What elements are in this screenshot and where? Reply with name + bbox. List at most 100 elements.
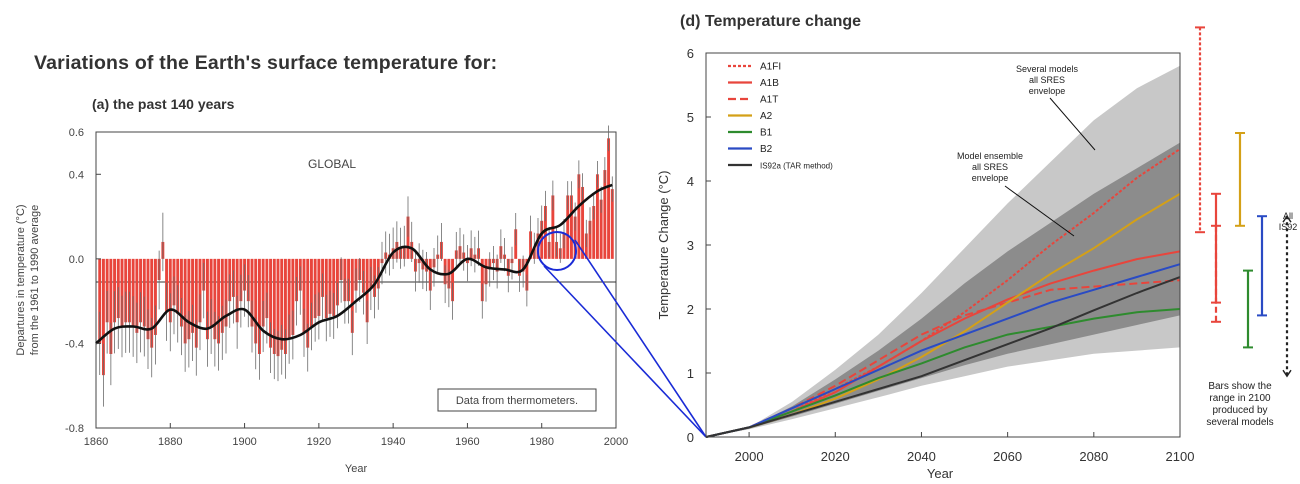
chart-a-xticks: 1860 1880 1900 1920 1940 1960 1980 2000 (84, 423, 628, 448)
chart-a-bar (109, 258, 113, 354)
highlight-circle (537, 231, 577, 271)
chart-a-xtick-label: 1880 (158, 436, 182, 448)
chart-a-bar (187, 258, 191, 340)
chart-a-bar (543, 206, 547, 259)
chart-d-note-ensemble-2: all SRES (972, 162, 1008, 172)
chart-d-xtick-label: 2000 (735, 449, 764, 464)
chart-a-bar (220, 258, 224, 333)
chart-a-xtick-label: 1920 (307, 436, 331, 448)
chart-a-source-box (437, 388, 597, 412)
chart-d-ytick-label: 0 (687, 430, 694, 445)
chart-a-bar (183, 258, 187, 344)
chart-a-bar (105, 258, 109, 323)
chart-a-xtick-label: 2000 (604, 436, 628, 448)
chart-a-xtick-label: 1960 (455, 436, 479, 448)
chart-d-legend-label: B2 (760, 144, 773, 155)
chart-a-bar (265, 258, 269, 319)
chart-a-bar (451, 258, 455, 302)
chart-a-ytick-label: 0.0 (69, 254, 84, 266)
chart-d-note-several-arrow (1049, 97, 1096, 151)
page-title: Variations of the Earth's surface temper… (34, 52, 498, 74)
chart-a-bar (302, 258, 306, 333)
chart-d-note-several-2: all SRES (1029, 75, 1065, 85)
chart-d-legend-label: A2 (760, 111, 773, 122)
chart-d-xlabel: Year (927, 466, 954, 481)
chart-d-legend-label: A1T (760, 95, 778, 106)
chart-a-bar (332, 258, 336, 316)
chart-a-bar (287, 258, 291, 340)
chart-a-bar (179, 258, 183, 327)
chart-d-xtick-label: 2020 (821, 449, 850, 464)
chart-a-bar (569, 195, 573, 259)
chart-a-bar (313, 258, 317, 319)
chart-a-title: (a) the past 140 years (92, 96, 235, 112)
chart-a-ytick-label: -0.4 (65, 338, 84, 350)
chart-a-bar (324, 258, 328, 319)
chart-a-bar (135, 258, 139, 333)
chart-a-bar (254, 258, 258, 344)
chart-a-bar (198, 258, 202, 323)
chart-d-xtick-label: 2100 (1166, 449, 1195, 464)
chart-a-ytick-label: 0.4 (69, 169, 84, 181)
chart-a-bar (595, 174, 599, 259)
chart-a-bar (306, 258, 310, 348)
chart-d-note-ensemble-3: envelope (972, 173, 1009, 183)
chart-d-series-line (705, 276, 1181, 438)
chart-d-ytick-label: 4 (687, 174, 694, 189)
chart-a-bar (194, 258, 198, 348)
chart-d-xtick-label: 2060 (993, 449, 1022, 464)
chart-d-series-line (705, 308, 1181, 438)
chart-a-region-label: GLOBAL (308, 157, 356, 171)
chart-a-bar (309, 258, 313, 327)
chart-a-bar (101, 258, 105, 376)
chart-a-bar (150, 258, 154, 348)
chart-a-ylabel-line2: from the 1961 to 1990 average (29, 205, 41, 355)
chart-a-bar (127, 258, 131, 323)
chart-a-bar (224, 258, 228, 327)
chart-a-bar (113, 258, 117, 323)
chart-a-bars (98, 138, 614, 376)
chart-d-range-arrowhead (1282, 369, 1292, 378)
chart-a-bar (588, 220, 592, 259)
chart-a-bar (217, 258, 221, 344)
chart-a-xtick-label: 1980 (529, 436, 553, 448)
connector-line-upper (574, 239, 707, 438)
chart-a-bar (139, 258, 143, 323)
chart-d-note-all-is92-2: IS92 (1279, 222, 1298, 232)
chart-a-bar (120, 258, 124, 327)
chart-a-bar (205, 258, 209, 340)
chart-a-ytick-label: 0.6 (69, 127, 84, 139)
chart-a-ylabel-line1: Departures in temperature (°C) (15, 204, 27, 355)
chart-a-bar (607, 138, 611, 259)
chart-d-note-several-1: Several models (1016, 64, 1079, 74)
chart-a-bar (213, 258, 217, 340)
chart-d-note-bars-3: produced by (1212, 405, 1267, 416)
chart-a-bar (146, 258, 150, 340)
chart-a-bar (573, 216, 577, 259)
chart-a-xtick-label: 1940 (381, 436, 405, 448)
chart-a-source-note: Data from thermometers. (456, 395, 578, 407)
chart-a-bar (577, 174, 581, 259)
chart-d-note-all-is92-1: All (1283, 211, 1293, 221)
chart-d-envelope-dark (706, 142, 1180, 437)
connector-line-lower (543, 265, 707, 438)
chart-d-note-ensemble-arrow (1004, 185, 1075, 237)
chart-d-legend: A1FI A1B A1T A2 B1 B2 IS92a (TAR method) (728, 62, 833, 171)
chart-a-bar (235, 258, 239, 323)
chart-d-note-several-3: envelope (1029, 86, 1066, 96)
chart-a-bar (191, 258, 195, 333)
chart-d-note-bars-1: Bars show the (1208, 381, 1272, 392)
chart-a-bar (603, 170, 607, 259)
chart-a-bar (592, 206, 596, 259)
chart-a-bar (283, 258, 287, 354)
chart-d-ytick-label: 1 (687, 366, 694, 381)
chart-a-bar (257, 258, 261, 354)
chart-d-note-ensemble-1: Model ensemble (957, 151, 1023, 161)
chart-a-bar (261, 258, 265, 327)
chart-a-bar (168, 258, 172, 323)
chart-d-envelope-light (706, 65, 1180, 438)
chart-d-ylabel: Temperature Change (°C) (656, 171, 671, 320)
chart-d-ytick-label: 3 (687, 238, 694, 253)
chart-a-xlabel: Year (345, 463, 368, 475)
